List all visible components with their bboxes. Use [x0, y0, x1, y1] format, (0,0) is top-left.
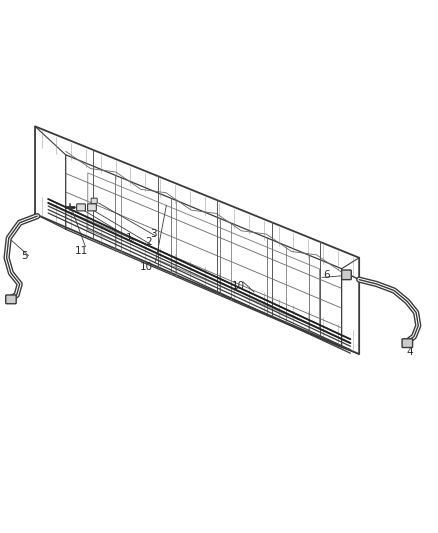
FancyBboxPatch shape: [6, 295, 16, 304]
Text: 10: 10: [232, 281, 245, 291]
Text: 1: 1: [126, 233, 133, 243]
FancyBboxPatch shape: [77, 204, 85, 211]
Text: 4: 4: [406, 347, 413, 357]
FancyBboxPatch shape: [91, 198, 97, 204]
FancyBboxPatch shape: [88, 204, 96, 211]
Text: 3: 3: [150, 229, 157, 239]
FancyBboxPatch shape: [402, 339, 413, 348]
Text: 10: 10: [140, 262, 153, 271]
Text: 5: 5: [21, 251, 28, 261]
Text: 2: 2: [145, 237, 152, 247]
Text: 6: 6: [323, 270, 330, 280]
Text: 11: 11: [74, 246, 88, 256]
FancyBboxPatch shape: [342, 270, 351, 280]
